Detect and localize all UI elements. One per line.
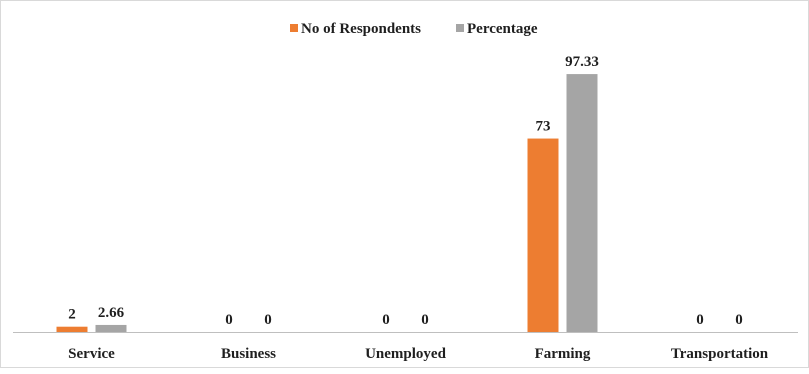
data-label: 0 [382, 312, 390, 328]
data-label: 2.66 [98, 305, 125, 321]
bar-service-percentage [95, 324, 127, 332]
legend-swatch [456, 24, 464, 32]
data-label: 0 [735, 312, 743, 328]
x-tick-label: Farming [535, 346, 591, 362]
data-label: 0 [421, 312, 429, 328]
bar-service-respondents [56, 326, 88, 332]
legend-label: Percentage [467, 21, 538, 37]
data-label: 2 [68, 307, 76, 323]
value-labels: 2 2.66 0 0 0 0 73 97.33 0 0 [68, 54, 743, 328]
data-label: 0 [225, 312, 233, 328]
legend: No of Respondents Percentage [290, 21, 538, 37]
data-label: 73 [536, 119, 551, 135]
data-label: 97.33 [565, 54, 599, 70]
bars [56, 74, 598, 332]
bar-farming-percentage [566, 74, 598, 332]
x-tick-label: Service [68, 346, 115, 362]
data-label: 0 [264, 312, 272, 328]
x-tick-label: Transportation [671, 346, 769, 362]
x-tick-labels: Service Business Unemployed Farming Transpor… [68, 346, 769, 362]
legend-label: No of Respondents [301, 21, 421, 37]
legend-swatch [290, 24, 298, 32]
x-tick-label: Business [221, 346, 276, 362]
x-tick-label: Unemployed [365, 346, 446, 362]
data-label: 0 [696, 312, 704, 328]
bar-farming-respondents [527, 138, 559, 332]
